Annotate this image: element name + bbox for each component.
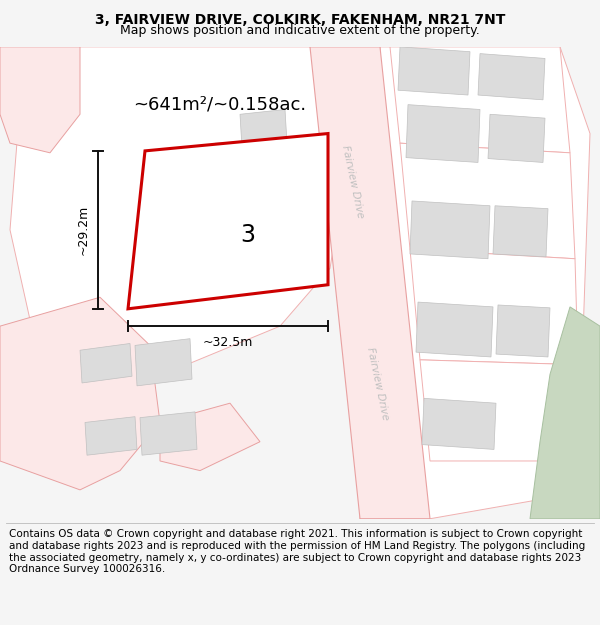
Polygon shape	[410, 201, 490, 259]
Text: ~641m²/~0.158ac.: ~641m²/~0.158ac.	[133, 96, 307, 114]
Polygon shape	[128, 134, 328, 309]
Polygon shape	[493, 206, 548, 257]
Polygon shape	[488, 114, 545, 162]
Polygon shape	[530, 307, 600, 519]
Polygon shape	[410, 249, 578, 364]
Polygon shape	[140, 412, 197, 455]
Polygon shape	[310, 47, 430, 519]
Text: ~29.2m: ~29.2m	[77, 205, 90, 255]
Polygon shape	[390, 47, 570, 152]
Polygon shape	[360, 47, 590, 519]
Polygon shape	[420, 360, 580, 461]
Polygon shape	[0, 47, 80, 152]
Polygon shape	[406, 104, 480, 162]
Text: Contains OS data © Crown copyright and database right 2021. This information is : Contains OS data © Crown copyright and d…	[9, 529, 585, 574]
Polygon shape	[215, 138, 298, 222]
Polygon shape	[416, 302, 493, 357]
Polygon shape	[135, 339, 192, 386]
Text: Fairview Drive: Fairview Drive	[365, 347, 391, 421]
Polygon shape	[160, 403, 260, 471]
Polygon shape	[422, 398, 496, 449]
Text: 3, FAIRVIEW DRIVE, COLKIRK, FAKENHAM, NR21 7NT: 3, FAIRVIEW DRIVE, COLKIRK, FAKENHAM, NR…	[95, 13, 505, 27]
Polygon shape	[496, 305, 550, 357]
Polygon shape	[240, 109, 287, 148]
Text: Map shows position and indicative extent of the property.: Map shows position and indicative extent…	[120, 24, 480, 36]
Polygon shape	[478, 54, 545, 100]
Polygon shape	[398, 47, 470, 95]
Polygon shape	[10, 47, 350, 384]
Text: Fairview Drive: Fairview Drive	[340, 144, 365, 219]
Text: 3: 3	[241, 222, 256, 247]
Text: ~32.5m: ~32.5m	[203, 336, 253, 349]
Polygon shape	[400, 143, 575, 259]
Polygon shape	[0, 298, 160, 490]
Polygon shape	[85, 417, 137, 455]
Polygon shape	[80, 344, 132, 383]
